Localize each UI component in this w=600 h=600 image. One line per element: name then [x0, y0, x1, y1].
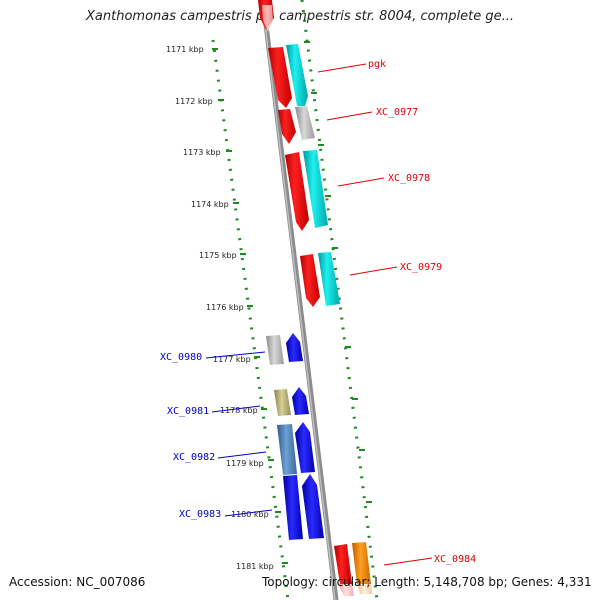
gene-xc0977-grey[interactable] [295, 106, 315, 140]
genome-axis [260, 0, 339, 600]
gene-xc0984-red[interactable] [334, 544, 352, 584]
gene-xc0980-grey[interactable] [266, 335, 284, 365]
gene-xc0983-blue-b[interactable] [302, 474, 324, 539]
gene-xc0978-red[interactable] [285, 152, 309, 231]
label-line-xc0979 [349, 266, 398, 276]
label-line-xc0978 [337, 177, 385, 187]
gene-xc0984-faded[interactable] [338, 584, 354, 596]
gene-pgk-cyan[interactable] [286, 44, 308, 106]
ruler-ticks: 1171 kbp 1172 kbp 1173 kbp 1174 kbp 1175… [166, 45, 288, 571]
gene-label-xc0984[interactable]: XC_0984 [434, 554, 476, 565]
gene-xc0981-khaki[interactable] [274, 389, 291, 416]
gene-label-xc0981[interactable]: XC_0981 [167, 406, 209, 417]
label-line-xc0982 [217, 451, 267, 459]
gene-xc0977-red[interactable] [278, 109, 296, 144]
genome-title: Xanthomonas campestris pv. campestris st… [86, 9, 514, 24]
ruler-tick-label: 1179 kbp [226, 459, 264, 468]
ruler-tick-label: 1175 kbp [199, 251, 237, 260]
ruler-tick-label: 1171 kbp [166, 45, 204, 54]
gene-xc0983-blue-a[interactable] [283, 475, 303, 540]
gene-label-xc0977[interactable]: XC_0977 [376, 107, 418, 118]
gene-label-xc0978[interactable]: XC_0978 [388, 173, 430, 184]
label-line-xc0984 [383, 557, 433, 566]
gene-label-xc0982[interactable]: XC_0982 [173, 452, 215, 463]
gene-partial-top-faded[interactable] [262, 5, 273, 32]
inner-ruler [211, 39, 290, 600]
outer-ruler [300, 0, 379, 600]
ruler-tick-label: 1181 kbp [236, 562, 274, 571]
gene-xc0978-cyan[interactable] [303, 150, 328, 228]
genome-summary-text: Topology: circular; Length: 5,148,708 bp… [262, 575, 592, 589]
outer-ruler-ticks [304, 41, 372, 503]
label-line-xc0980 [205, 351, 266, 359]
ruler-tick-label: 1178 kbp [220, 406, 258, 415]
label-line-xc0983 [224, 509, 273, 517]
gene-label-pgk[interactable]: pgk [368, 59, 386, 70]
gene-xc0979-cyan[interactable] [318, 252, 340, 306]
ruler-tick-label: 1174 kbp [191, 200, 229, 209]
gene-label-xc0979[interactable]: XC_0979 [400, 262, 442, 273]
gene-xc0979-red[interactable] [300, 254, 320, 307]
ruler-tick-label: 1176 kbp [206, 303, 244, 312]
gene-pgk-red[interactable] [268, 47, 292, 108]
genome-axis-highlight [261, 0, 336, 600]
gene-xc0982-blue[interactable] [295, 422, 315, 473]
gene-xc0984-orange[interactable] [352, 542, 371, 584]
ruler-tick-label: 1173 kbp [183, 148, 221, 157]
gene-xc0982-steel[interactable] [277, 424, 297, 475]
ruler-tick-label: 1172 kbp [175, 97, 213, 106]
ruler-tick-label: 1180 kbp [231, 510, 269, 519]
gene-xc0980-blue[interactable] [286, 333, 303, 362]
gene-xc0984-faded-2[interactable] [357, 584, 372, 594]
gene-xc0981-blue[interactable] [292, 387, 309, 415]
gene-label-xc0983[interactable]: XC_0983 [179, 509, 221, 520]
label-line-xc0981 [211, 405, 261, 413]
accession-text: Accession: NC_007086 [9, 575, 146, 589]
gene-label-xc0980[interactable]: XC_0980 [160, 352, 202, 363]
label-line-pgk [317, 63, 367, 73]
label-line-xc0977 [326, 111, 373, 121]
ruler-tick-label: 1177 kbp [213, 355, 251, 364]
